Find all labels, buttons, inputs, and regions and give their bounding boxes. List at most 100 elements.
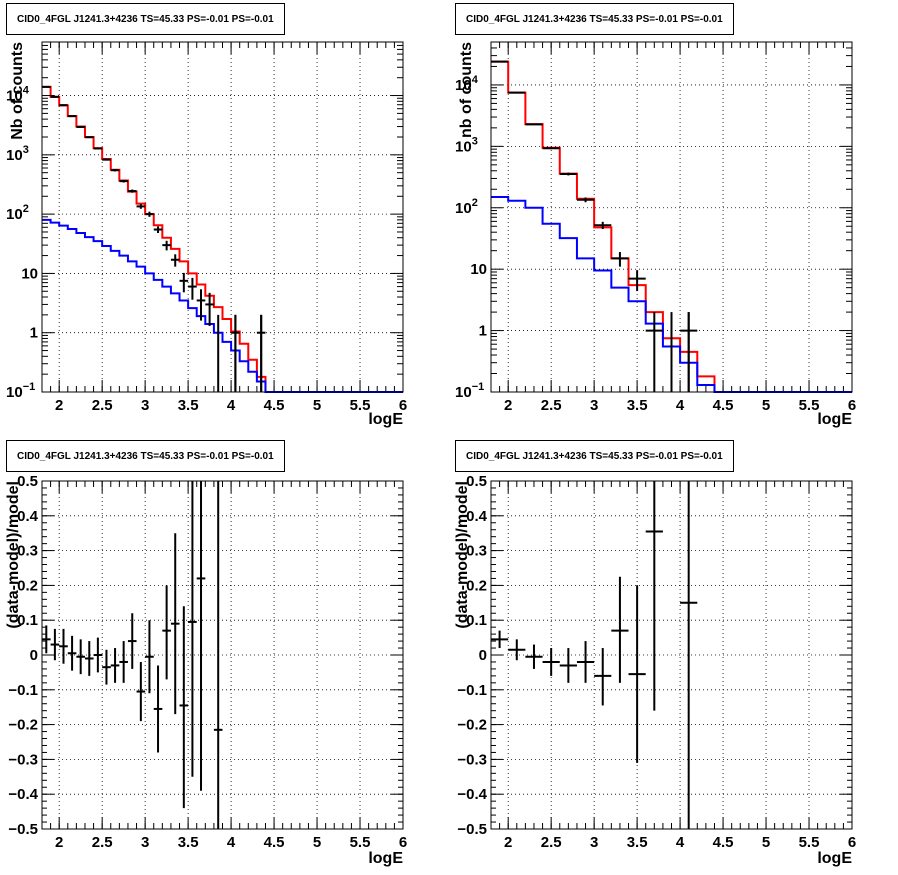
residual-coarse-plot: 2 2.5 3 3.5 4 4.5 5 5.5 6 −0.5 −0.4 −0.3 −0.2 −0.1 0 0.… xyxy=(454,473,856,867)
data-point xyxy=(213,481,223,829)
data-point xyxy=(576,197,595,203)
counts-coarse-plot: 2 2.5 3 3.5 4 4.5 5 5.5 610−1110102103104logEnb … xyxy=(455,41,856,428)
data-point xyxy=(76,125,85,128)
x-tick-label: 3.5 xyxy=(178,397,199,414)
y-tick-label: 102 xyxy=(6,203,29,223)
y-minor-ticks xyxy=(42,44,403,375)
x-axis-title: logE xyxy=(817,411,852,428)
data-point xyxy=(196,289,206,321)
data-point xyxy=(84,136,94,139)
data-point xyxy=(110,648,120,683)
data-point xyxy=(136,661,146,722)
data-point xyxy=(127,189,137,193)
y-axis-title: nb of counts xyxy=(458,42,475,138)
data-point xyxy=(594,221,612,230)
chart-title: CID0_4FGL J1241.3+4236 TS=45.33 PS=-0.01… xyxy=(455,3,734,35)
data-point xyxy=(611,576,629,683)
data-point xyxy=(102,649,111,685)
data-point xyxy=(491,630,509,649)
y-tick-label: −0.2 xyxy=(457,717,487,734)
y-tick-label: 0.5 xyxy=(466,473,487,490)
histogram-series xyxy=(42,218,403,393)
y-minor-ticks xyxy=(491,47,852,375)
counts-fine-plot: 2 2.5 3 3.5 4 4.5 5 5.5 610−1110102103104logENb … xyxy=(6,41,407,428)
y-axis: −0.5 −0.4 −0.3 −0.2 −0.1 0 0.1 0.2 0.3 0.4 0.5 xyxy=(457,473,852,838)
y-axis: −0.5 −0.4 −0.3 −0.2 −0.1 0 0.1 0.2 0.3 0.4 0.5 xyxy=(8,473,403,838)
pad-residual-coarse: 2 2.5 3 3.5 4 4.5 5 5.5 6 −0.5 −0.4 −0.3 −0.2 −0.1 0 0.… xyxy=(449,437,898,874)
data-point xyxy=(611,252,629,267)
data-point xyxy=(628,585,646,763)
data-point xyxy=(102,158,111,161)
chart-title: CID0_4FGL J1241.3+4236 TS=45.33 PS=-0.01… xyxy=(455,440,734,472)
x-tick-label: 5 xyxy=(313,397,321,414)
x-axis: 2 2.5 3 3.5 4 4.5 5 5.5 6 xyxy=(504,481,856,851)
y-tick-label: 10 xyxy=(21,265,38,282)
y-tick-label: 102 xyxy=(455,197,478,217)
data-point xyxy=(153,665,163,753)
y-tick-label: 0 xyxy=(30,647,38,664)
x-tick-label: 2 xyxy=(504,397,512,414)
x-tick-label: 5.5 xyxy=(799,397,820,414)
data-point xyxy=(59,628,68,664)
y-tick-label: 0.1 xyxy=(466,612,487,629)
y-tick-label: 10−1 xyxy=(455,381,484,401)
x-tick-label: 4.5 xyxy=(713,834,734,851)
x-minor-ticks xyxy=(41,481,404,829)
data-point xyxy=(67,115,77,118)
data-point xyxy=(196,481,206,791)
grid xyxy=(491,481,852,829)
y-axis-title: (data-model)/model xyxy=(454,481,471,629)
plot-frame xyxy=(41,41,404,393)
x-tick-label: 5.5 xyxy=(350,834,371,851)
x-tick-label: 5 xyxy=(313,834,321,851)
data-point xyxy=(145,620,154,694)
data-point xyxy=(179,606,189,809)
data-point xyxy=(93,637,103,673)
data-point xyxy=(59,104,68,107)
x-tick-label: 5.5 xyxy=(350,397,371,414)
x-tick-label: 3 xyxy=(141,834,149,851)
data-point xyxy=(628,270,646,292)
x-tick-label: 3.5 xyxy=(627,397,648,414)
y-tick-label: 0.3 xyxy=(17,543,38,560)
data-point xyxy=(576,641,595,683)
x-tick-label: 5.5 xyxy=(799,834,820,851)
x-tick-label: 2.5 xyxy=(92,397,113,414)
data-point xyxy=(188,481,197,777)
y-tick-label: 1 xyxy=(30,325,38,342)
x-axis: 2 2.5 3 3.5 4 4.5 5 5.5 6 xyxy=(504,42,856,414)
x-minor-ticks xyxy=(41,42,404,392)
x-tick-label: 4.5 xyxy=(713,397,734,414)
data-point xyxy=(525,644,543,669)
data-point xyxy=(205,292,214,326)
x-tick-label: 3.5 xyxy=(178,834,199,851)
x-tick-label: 4.5 xyxy=(264,834,285,851)
data-point xyxy=(42,625,51,654)
data-point xyxy=(119,179,128,183)
residual-fine-plot: 2 2.5 3 3.5 4 4.5 5 5.5 6 −0.5 −0.4 −0.3 −0.2 −0.1 0 0.… xyxy=(5,473,407,867)
x-tick-label: 6 xyxy=(848,834,856,851)
y-tick-label: −0.5 xyxy=(457,821,487,838)
y-tick-label: −0.4 xyxy=(457,786,487,803)
grid xyxy=(42,481,403,829)
x-tick-label: 2 xyxy=(55,834,63,851)
data-point xyxy=(50,628,60,661)
x-tick-label: 4 xyxy=(676,834,685,851)
x-tick-label: 2 xyxy=(504,834,512,851)
y-tick-label: 10 xyxy=(470,261,487,278)
x-tick-label: 2.5 xyxy=(92,834,113,851)
chart-title: CID0_4FGL J1241.3+4236 TS=45.33 PS=-0.01… xyxy=(6,440,285,472)
y-tick-label: 1 xyxy=(479,323,487,340)
data-point xyxy=(170,533,180,715)
pad-residual-fine: 2 2.5 3 3.5 4 4.5 5 5.5 6 −0.5 −0.4 −0.3 −0.2 −0.1 0 0.… xyxy=(0,437,449,874)
data-point xyxy=(179,272,189,293)
y-tick-label: −0.1 xyxy=(8,682,38,699)
y-axis-title: Nb of counts xyxy=(9,42,26,140)
y-tick-label: 103 xyxy=(6,144,29,164)
y-tick-label: −0.1 xyxy=(457,682,487,699)
x-tick-label: 2 xyxy=(55,397,63,414)
data-point xyxy=(559,172,577,176)
y-tick-label: 0.4 xyxy=(466,508,488,525)
